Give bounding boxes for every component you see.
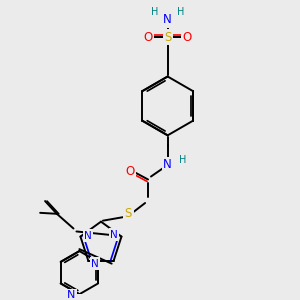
Text: N: N [68,290,76,300]
Text: N: N [84,231,92,241]
Text: O: O [126,165,135,178]
Text: N: N [110,230,118,240]
Text: H: H [179,155,186,165]
Text: H: H [177,7,184,17]
Text: N: N [163,13,172,26]
Text: S: S [125,207,132,220]
Text: O: O [143,31,153,44]
Text: S: S [164,31,171,44]
Text: N: N [91,259,99,269]
Text: H: H [151,7,159,17]
Text: N: N [163,158,172,171]
Text: O: O [183,31,192,44]
